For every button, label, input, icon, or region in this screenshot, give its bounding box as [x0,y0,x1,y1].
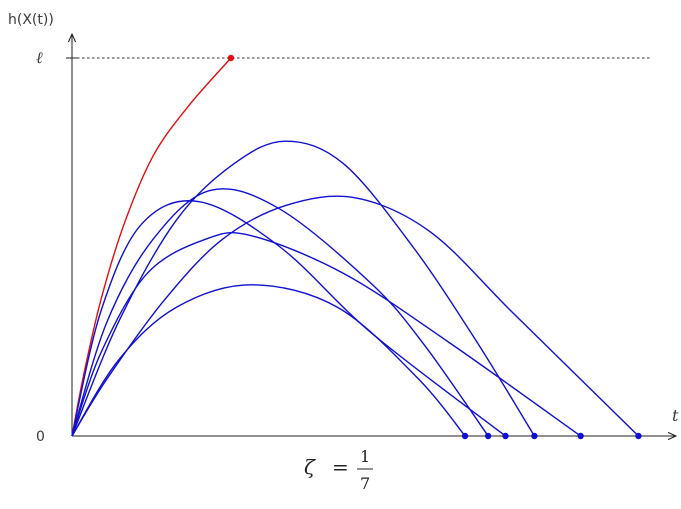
y-axis-label: h(X(t)) [8,12,54,28]
caption: ζ = 1 7 [304,447,373,493]
x-axis-label: t [672,406,679,425]
series-endpoint-2 [484,432,492,440]
caption-numerator: 1 [360,447,370,466]
caption-symbol: ζ [304,455,316,479]
series-endpoint-6 [635,432,642,440]
caption-equals: = [332,455,349,479]
marker-layer [227,54,642,440]
series-endpoint-4 [577,432,584,440]
series-line-3 [71,200,506,437]
y-tick-label-threshold: ℓ [36,48,43,67]
series-endpoint-3 [502,432,509,440]
series-endpoint-0 [227,54,235,62]
series-line-1 [71,284,466,437]
caption-denominator: 7 [360,474,370,493]
series-line-4 [71,232,582,437]
series-line-0 [71,57,232,437]
series-line-2 [71,188,489,437]
series-line-5 [71,140,535,437]
series-endpoint-5 [531,432,538,440]
series-endpoint-1 [461,432,469,440]
y-tick-label-zero: 0 [36,429,45,445]
series-line-6 [71,195,639,437]
series-layer [71,57,639,437]
